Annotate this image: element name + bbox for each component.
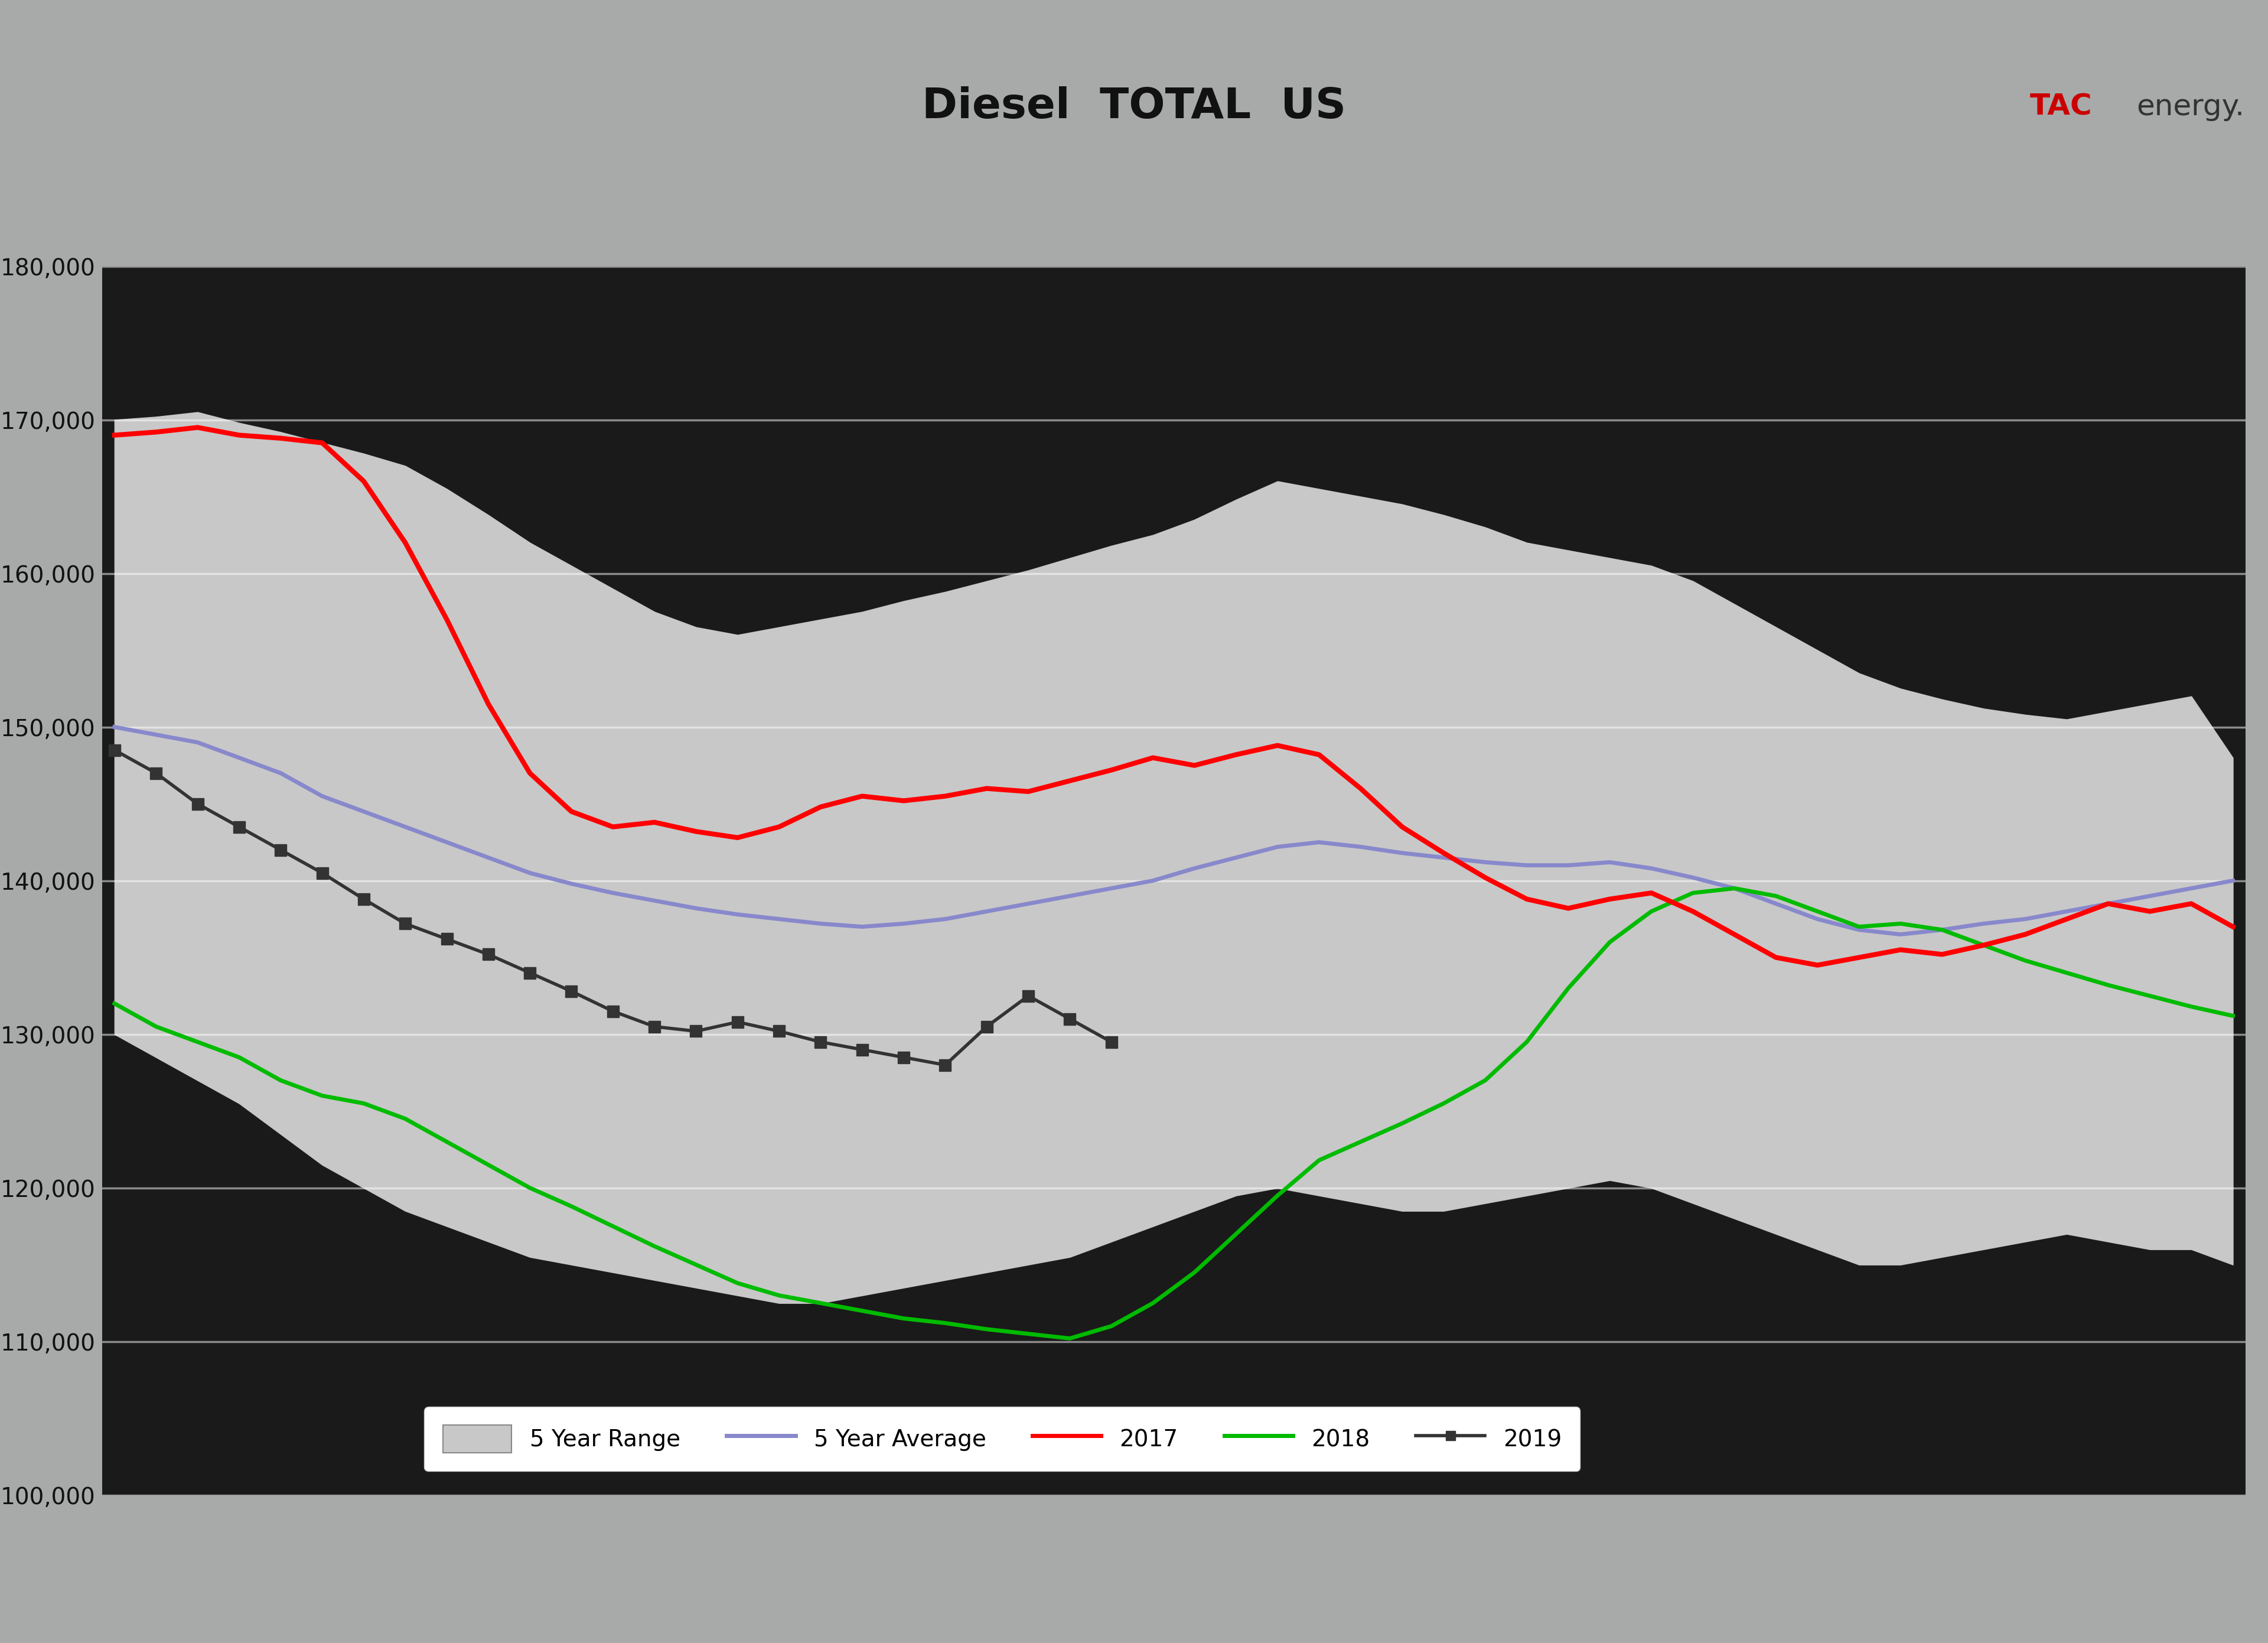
Text: Diesel  TOTAL  US: Diesel TOTAL US [921,87,1347,127]
Legend: 5 Year Range, 5 Year Average, 2017, 2018, 2019: 5 Year Range, 5 Year Average, 2017, 2018… [424,1406,1581,1472]
Text: TAC: TAC [2030,92,2093,122]
Text: energy.: energy. [2136,92,2245,122]
